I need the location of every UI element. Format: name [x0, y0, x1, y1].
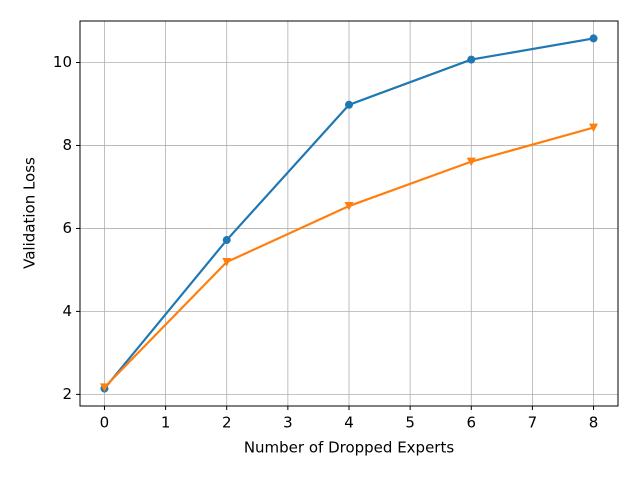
- point: [589, 34, 598, 43]
- point: [344, 202, 354, 211]
- x-axis-label: Number of Dropped Experts: [244, 439, 455, 457]
- x-tick-label: 4: [344, 414, 354, 432]
- x-tick-label: 2: [222, 414, 232, 432]
- point: [466, 157, 476, 167]
- x-tick-label: 8: [589, 414, 599, 432]
- y-axis-label: Validation Loss: [21, 157, 39, 269]
- x-tick-label: 6: [466, 414, 476, 432]
- point: [467, 55, 476, 64]
- x-tick-label: 0: [100, 414, 110, 432]
- point: [99, 383, 109, 392]
- y-tick-label: 10: [53, 53, 72, 71]
- point: [589, 123, 599, 133]
- y-tick-label: 6: [62, 219, 72, 237]
- point: [222, 236, 231, 245]
- point: [345, 100, 353, 109]
- x-tick-label: 7: [528, 414, 538, 432]
- x-tick-label: 3: [283, 414, 293, 432]
- x-tick-label: 1: [161, 414, 171, 432]
- plot-frame: [79, 20, 619, 407]
- point: [222, 258, 232, 267]
- y-tick-label: 8: [62, 136, 72, 154]
- x-tick-label: 5: [405, 414, 415, 432]
- y-tick-label: 4: [62, 302, 72, 320]
- y-tick-label: 2: [62, 385, 72, 403]
